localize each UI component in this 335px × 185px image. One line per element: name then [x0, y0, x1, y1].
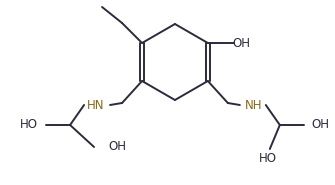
Text: OH: OH [108, 140, 126, 154]
Text: OH: OH [233, 36, 251, 50]
Text: HO: HO [259, 152, 277, 164]
Text: HN: HN [87, 98, 105, 112]
Text: HO: HO [20, 119, 38, 132]
Text: NH: NH [245, 98, 263, 112]
Text: OH: OH [312, 119, 330, 132]
